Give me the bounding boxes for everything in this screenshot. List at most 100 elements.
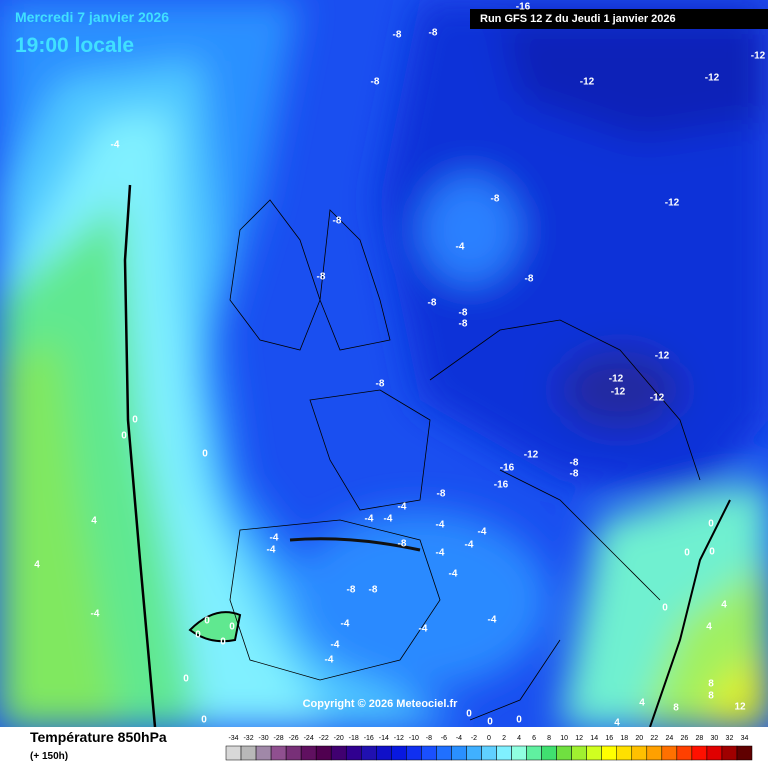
scale-label: 30 [711,735,719,742]
contour-label: -4 [436,520,445,531]
contour-label: -4 [111,140,120,151]
scale-swatch [300,745,317,761]
scale-swatch [736,745,753,761]
contour-label: -8 [371,77,380,88]
scale-swatch [240,745,257,761]
contour-label: 0 [121,431,127,442]
contour-label: 0 [516,715,522,726]
scale-label: 12 [575,735,583,742]
contour-label: 4 [91,516,97,527]
scale-label: -14 [379,735,389,742]
contour-label: -12 [751,51,766,62]
scale-swatch [481,745,497,761]
scale-swatch [421,745,437,761]
scale-label: -24 [304,735,314,742]
scale-swatch [315,745,332,761]
scale-label: 20 [635,735,643,742]
scale-swatch [466,745,482,761]
contour-label: -4 [270,533,279,544]
contour-label: -12 [655,351,670,362]
contour-label: -8 [333,216,342,227]
scale-label: 14 [590,735,598,742]
scale-swatch [556,745,572,761]
scale-label: 28 [696,735,704,742]
contour-label: 0 [708,519,714,530]
contour-label: 8 [708,691,714,702]
scale-swatch [345,745,362,761]
scale-swatch [436,745,452,761]
scale-label: -8 [426,735,432,742]
scale-label: -18 [349,735,359,742]
contour-label: -4 [341,619,350,630]
contour-label: -4 [398,502,407,513]
contour-label: -4 [436,548,445,559]
scale-swatch [361,745,377,761]
contour-label: -8 [459,319,468,330]
scale-swatch [586,745,602,761]
legend-title: Température 850hPa [30,729,167,745]
scale-label: -16 [364,735,374,742]
scale-label: 8 [547,735,551,742]
contour-label: 12 [734,702,746,713]
contour-label: -8 [317,272,326,283]
contour-label: -4 [419,624,428,635]
scale-label: -34 [228,735,238,742]
contour-label: -16 [500,463,515,474]
contour-label: -8 [491,194,500,205]
scale-swatch [270,745,287,761]
scale-label: -4 [456,735,462,742]
scale-label: -12 [394,735,404,742]
contour-label: 0 [709,547,715,558]
scale-swatch [451,745,467,761]
contour-label: 0 [183,674,189,685]
scale-swatch [376,745,392,761]
contour-label: -12 [650,393,665,404]
scale-swatch [406,745,422,761]
contour-label: -4 [384,514,393,525]
contour-label: 4 [706,622,712,633]
contour-label: -16 [516,2,531,13]
scale-swatch [330,745,347,761]
run-banner [470,9,768,29]
scale-swatch [541,745,557,761]
map-field [0,0,768,727]
contour-label: 4 [639,698,645,709]
contour-label: -4 [465,540,474,551]
scale-label: 34 [741,735,749,742]
contour-label: 0 [229,622,235,633]
contour-label: -4 [456,242,465,253]
contour-label: -4 [488,615,497,626]
scale-swatch [646,745,663,761]
contour-label: 4 [721,600,727,611]
contour-label: -12 [524,450,539,461]
contour-label: 0 [466,709,472,720]
scale-label: 2 [502,735,506,742]
scale-label: 26 [680,735,688,742]
contour-label: -12 [665,198,680,209]
scale-label: 0 [487,735,491,742]
scale-swatch [616,745,633,761]
contour-label: -12 [609,374,624,385]
contour-label: -8 [428,298,437,309]
scale-label: 16 [605,735,613,742]
contour-label: 0 [684,548,690,559]
scale-label: -10 [409,735,419,742]
scale-label: -20 [334,735,344,742]
contour-label: 0 [201,715,207,726]
scale-label: -28 [274,735,284,742]
scale-swatch [631,745,648,761]
scale-swatch [526,745,542,761]
contour-label: -4 [325,655,334,666]
run-label: Run GFS 12 Z du Jeudi 1 janvier 2026 [480,13,676,25]
contour-label: 0 [195,630,201,641]
scale-swatch [496,745,512,761]
scale-label: -26 [289,735,299,742]
contour-label: -4 [267,545,276,556]
contour-label: 0 [204,616,210,627]
scale-swatch [285,745,302,761]
scale-label: 10 [560,735,568,742]
scale-swatch [255,745,272,761]
scale-label: -32 [243,735,253,742]
scale-swatch [601,745,617,761]
